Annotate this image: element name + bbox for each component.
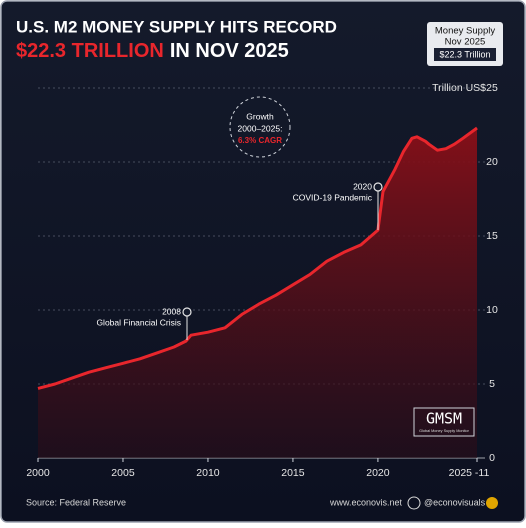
growth-highlight: 6.3% CAGR xyxy=(238,136,282,145)
y-tick-label: 20 xyxy=(486,156,498,168)
x-tick-label: 2010 xyxy=(196,467,220,479)
logo-subtext: Global Money Supply Monitor xyxy=(419,429,470,433)
y-tick-label: 15 xyxy=(486,230,498,242)
badge-value: $22.3 Trillion xyxy=(439,49,490,59)
x-tick-label: 2020 xyxy=(366,467,390,479)
y-tick-label: 25 xyxy=(486,82,498,94)
badge-line: Money Supply xyxy=(435,26,495,37)
y-tick-label: 5 xyxy=(489,378,495,390)
annotation-label: COVID-19 Pandemic xyxy=(293,192,373,202)
y-tick-label: 0 xyxy=(489,452,495,464)
x-tick-label: 2000 xyxy=(26,467,50,479)
annotation-label: Global Financial Crisis xyxy=(96,317,181,327)
logo: GMSM xyxy=(426,410,462,428)
growth-label: 2000–2025: xyxy=(238,123,283,133)
badge-line: Nov 2025 xyxy=(445,37,486,48)
y-tick-label: 10 xyxy=(486,304,498,316)
handle: @econovisuals xyxy=(424,497,486,507)
website: www.econovis.net xyxy=(329,497,403,507)
x-icon xyxy=(407,496,421,510)
annotation-marker xyxy=(373,182,383,192)
growth-label: Growth xyxy=(246,111,274,121)
x-tick-label: 2015 xyxy=(281,467,305,479)
brand-icon xyxy=(486,497,498,509)
x-tick-label: 2005 xyxy=(111,467,135,479)
x-tick-label: 2025 -11 xyxy=(449,467,490,479)
chart-subtitle: $22.3 TRILLION IN NOV 2025 xyxy=(16,40,289,62)
subtitle-rest: IN NOV 2025 xyxy=(170,40,289,62)
source: Source: Federal Reserve xyxy=(26,497,126,507)
area xyxy=(38,128,477,458)
line xyxy=(37,126,478,390)
growth-circle xyxy=(229,96,291,158)
logo-box xyxy=(413,407,475,437)
y-axis-label: Trillion US$ xyxy=(432,82,486,94)
annotation-year: 2008 xyxy=(162,306,181,316)
subtitle-highlight: $22.3 TRILLION xyxy=(16,40,164,62)
annotation-marker xyxy=(182,307,192,317)
badge-value-box xyxy=(434,48,496,61)
chart-title: U.S. M2 MONEY SUPPLY HITS RECORD xyxy=(16,17,337,36)
annotation-year: 2020 xyxy=(353,181,372,191)
